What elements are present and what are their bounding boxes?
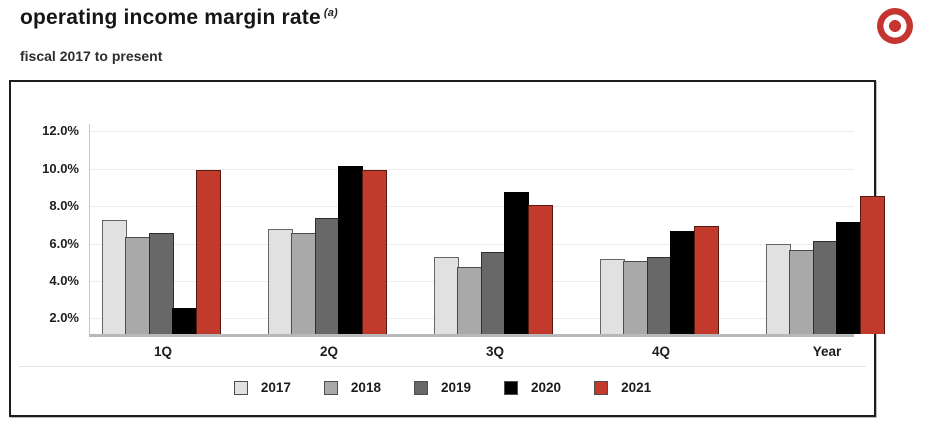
bar-3q-2020	[504, 192, 529, 334]
grid-line	[90, 168, 854, 170]
bar-2q-2019	[314, 218, 340, 334]
bar-year-2020	[836, 221, 861, 334]
bar-3q-2017	[433, 257, 459, 334]
bar-3q-2019	[480, 251, 506, 334]
x-tick-label-1q: 1Q	[153, 344, 172, 359]
bar-1q-2020	[172, 307, 197, 334]
legend-swatch-2020	[504, 380, 519, 395]
legend-label-2020: 2020	[531, 380, 562, 395]
bar-year-2021	[859, 195, 885, 334]
y-tick-label: 4.0%	[49, 272, 79, 288]
grid-line	[90, 131, 854, 133]
footnote-marker: (a)	[323, 7, 338, 19]
y-tick-label: 8.0%	[49, 198, 79, 214]
grid-line	[90, 206, 854, 208]
bar-2q-2018	[291, 233, 316, 334]
legend-swatch-2019	[413, 380, 428, 395]
bar-group-3q	[433, 192, 559, 334]
legend-label-2019: 2019	[440, 380, 472, 395]
bar-1q-2019	[148, 233, 174, 334]
bar-1q-2021	[195, 169, 221, 334]
chart-box: 2.0% 4.0% 6.0% 8.0% 10.0% 12.0% 1Q 2Q 3Q 4Q Year …	[9, 80, 885, 417]
legend-item-2020: 2020	[504, 380, 561, 395]
legend-item-2018: 2018	[323, 380, 381, 395]
legend-swatch-2017	[233, 380, 248, 395]
legend-swatch-2018	[323, 380, 338, 395]
legend-label-2018: 2018	[350, 380, 381, 395]
bar-2q-2017	[267, 229, 293, 334]
legend-label-2017: 2017	[260, 380, 291, 395]
plot-area	[89, 124, 885, 337]
bar-2q-2021	[361, 169, 387, 334]
legend-item-2017: 2017	[233, 380, 291, 395]
bar-group-4q	[599, 225, 725, 334]
bar-year-2017	[765, 244, 791, 334]
bar-4q-2021	[693, 225, 719, 334]
grid-line	[90, 243, 854, 245]
page-subtitle: fiscal 2017 to present	[20, 48, 163, 64]
bar-year-2018	[789, 249, 814, 334]
x-tick-label-4q: 4Q	[651, 344, 670, 359]
bar-group-1q	[101, 169, 227, 334]
x-tick-label-3q: 3Q	[485, 344, 504, 359]
legend-label-2021: 2021	[621, 380, 652, 395]
y-tick-label: 6.0%	[49, 235, 79, 251]
target-logo-icon	[877, 8, 913, 44]
bar-4q-2020	[670, 231, 695, 334]
page-title: operating income margin rate (a)	[20, 6, 338, 30]
bar-4q-2017	[599, 259, 625, 334]
bar-1q-2018	[125, 236, 150, 334]
bar-group-year	[765, 195, 891, 334]
bar-1q-2017	[101, 220, 127, 334]
chart-legend: 2017 2018 2019 2020 2021	[19, 366, 866, 395]
bar-year-2019	[812, 240, 838, 334]
y-tick-label: 2.0%	[49, 310, 79, 326]
bar-4q-2018	[623, 261, 648, 334]
legend-swatch-2021	[594, 380, 609, 395]
bar-group-2q	[267, 165, 393, 334]
bar-2q-2020	[338, 165, 363, 334]
x-tick-label-year: Year	[812, 344, 842, 359]
x-tick-label-2q: 2Q	[319, 344, 338, 359]
legend-item-2019: 2019	[413, 380, 472, 395]
bar-3q-2021	[527, 205, 553, 334]
title-text: operating income margin rate	[20, 6, 321, 29]
y-tick-label: 10.0%	[42, 160, 79, 176]
bar-4q-2019	[646, 257, 672, 334]
legend-item-2021: 2021	[594, 380, 651, 395]
y-tick-label: 12.0%	[42, 123, 79, 139]
bar-3q-2018	[457, 266, 482, 334]
